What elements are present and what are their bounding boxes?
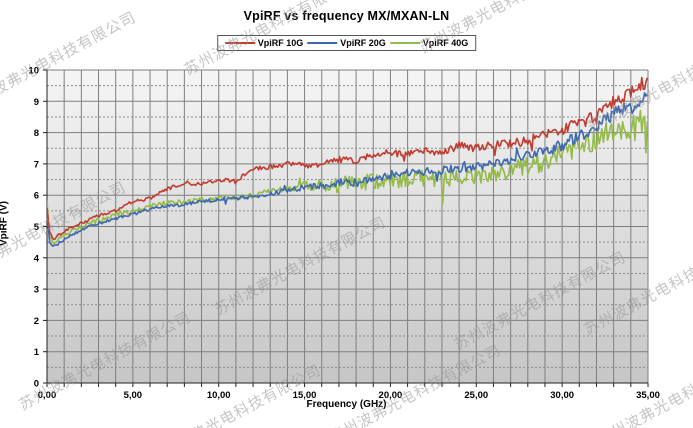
y-tick-label: 3	[34, 285, 39, 296]
legend-item-10g: VpiRF 10G	[224, 38, 304, 48]
legend-label-10g: VpiRF 10G	[257, 38, 304, 48]
legend-label-40g: VpiRF 40G	[422, 38, 469, 48]
x-tick-label: 20,00	[379, 390, 403, 401]
x-tick-label: 30,00	[550, 390, 574, 401]
y-tick-label: 9	[34, 97, 39, 108]
y-tick-label: 2	[34, 316, 39, 327]
legend-item-40g: VpiRF 40G	[389, 38, 469, 48]
legend-item-20g: VpiRF 20G	[307, 38, 386, 48]
series-line-vpirf-40g	[47, 109, 648, 245]
series-line-vpirf-20g	[47, 92, 648, 247]
series-line-vpirf-10g	[47, 76, 648, 241]
legend-swatch-10g	[224, 42, 255, 44]
x-tick-label: 0,00	[38, 390, 57, 401]
y-tick-label: 1	[34, 347, 40, 358]
x-tick-label: 5,00	[124, 390, 143, 401]
y-axis-title: VpiRF (V)	[0, 201, 10, 246]
y-tick-label: 8	[34, 128, 39, 139]
legend-swatch-20g	[307, 42, 338, 44]
legend-label-20g: VpiRF 20G	[340, 38, 386, 48]
x-tick-label: 35,00	[636, 390, 660, 401]
y-tick-label: 5	[34, 222, 40, 233]
chart-title: VpiRF vs frequency MX/MXAN-LN	[243, 9, 450, 23]
y-tick-label: 4	[34, 253, 40, 264]
y-tick-label: 0	[34, 379, 39, 390]
y-tick-label: 7	[34, 159, 39, 170]
x-tick-label: 25,00	[464, 390, 488, 401]
x-axis-title: Frequency (GHz)	[306, 399, 387, 410]
y-tick-label: 10	[28, 66, 39, 77]
legend-swatch-40g	[389, 42, 420, 44]
chart-legend: VpiRF 10G VpiRF 20G VpiRF 40G	[216, 35, 477, 51]
x-tick-label: 15,00	[293, 390, 317, 401]
y-tick-label: 6	[34, 191, 39, 202]
x-tick-label: 10,00	[207, 390, 231, 401]
